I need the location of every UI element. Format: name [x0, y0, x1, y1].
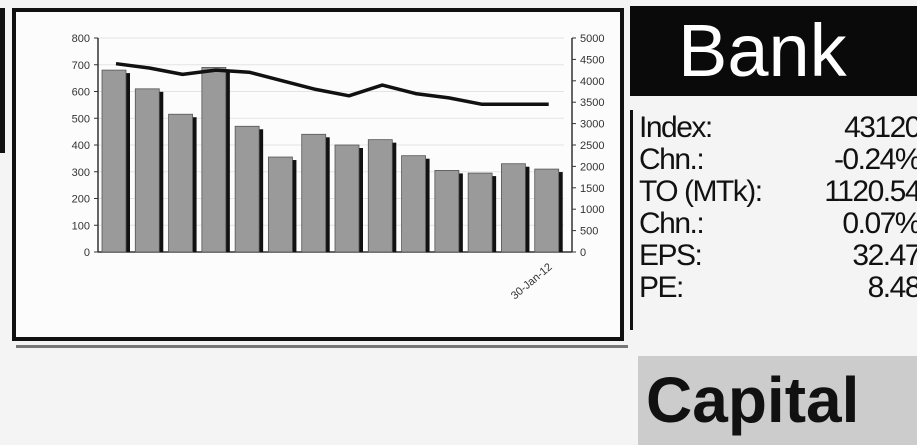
stat-value: 43120 [844, 111, 917, 144]
x-tick-label: 30-Jan-12 [509, 261, 555, 302]
bar [101, 69, 127, 253]
stat-row-index: Index: 43120 [639, 110, 917, 146]
stat-label: PE: [639, 271, 684, 304]
left-edge-border [0, 8, 5, 153]
y-left-tick-label: 800 [72, 33, 90, 45]
bar [501, 163, 526, 253]
y-right-tick-label: 1000 [580, 204, 604, 216]
stat-row-pe: PE: 8.48 [639, 270, 917, 306]
footer-title: Capital [646, 364, 860, 436]
stat-label: Chn.: [639, 143, 705, 176]
stat-label: EPS: [639, 239, 703, 272]
chart-frame-shadow [16, 345, 628, 348]
bar [401, 155, 426, 253]
stat-value: 32.47 [852, 239, 917, 272]
bar [534, 168, 560, 253]
y-right-tick-label: 5000 [580, 33, 604, 45]
bar [434, 170, 460, 253]
stat-label: Chn.: [639, 207, 705, 240]
bar [134, 88, 160, 253]
stat-label: TO (MTk): [639, 175, 763, 208]
bar [301, 133, 327, 253]
bar [367, 139, 393, 253]
y-left-tick-label: 400 [72, 140, 90, 152]
y-right-tick-label: 3500 [580, 97, 604, 109]
series-line [115, 61, 549, 107]
stat-label: Index: [639, 111, 713, 144]
chart-svg: 0 100 200 300 400 500 600 700 800 0 500 1000 1500 200… [72, 33, 605, 302]
footer-banner: Capital [638, 356, 917, 445]
y-right-tick-label: 1500 [580, 183, 604, 195]
stat-row-turnover: TO (MTk): 1120.54 [639, 174, 917, 210]
y-right-tick-label: 3000 [580, 119, 604, 131]
bar [201, 67, 227, 253]
y-right-tick-label: 2500 [580, 140, 604, 152]
y-left-tick-label: 300 [72, 167, 90, 179]
stat-value: 1120.54 [824, 175, 917, 208]
bar [334, 144, 360, 253]
y-left-tick-label: 700 [72, 60, 90, 72]
y-left-tick-label: 0 [84, 247, 90, 259]
y-left-tick-label: 600 [72, 87, 90, 99]
stat-value: 8.48 [867, 271, 917, 304]
bar [268, 156, 293, 253]
sector-title: Bank [630, 6, 917, 96]
bar [467, 172, 493, 253]
stat-row-eps: EPS: 32.47 [639, 238, 917, 274]
y-left-tick-label: 200 [72, 194, 90, 206]
stat-row-index-change: Chn.: -0.24% [639, 142, 917, 178]
y-left-tick-label: 500 [72, 113, 90, 125]
chart-panel: 0 100 200 300 400 500 600 700 800 0 500 1000 1500 200… [12, 8, 624, 341]
stat-row-turnover-change: Chn.: 0.07% [639, 206, 917, 242]
y-left-tick-label: 100 [72, 220, 90, 232]
bar [168, 113, 193, 253]
y-right-tick-label: 2000 [580, 161, 604, 173]
y-right-tick-label: 500 [580, 226, 598, 238]
y-right-tick-label: 4500 [580, 54, 604, 66]
y-right-tick-label: 0 [580, 247, 586, 259]
bar [234, 125, 260, 253]
stat-value: 0.07% [842, 207, 917, 240]
stats-panel: Index: 43120 Chn.: -0.24% TO (MTk): 1120… [630, 110, 917, 330]
y-right-tick-label: 4000 [580, 76, 604, 88]
stat-value: -0.24% [833, 143, 917, 176]
